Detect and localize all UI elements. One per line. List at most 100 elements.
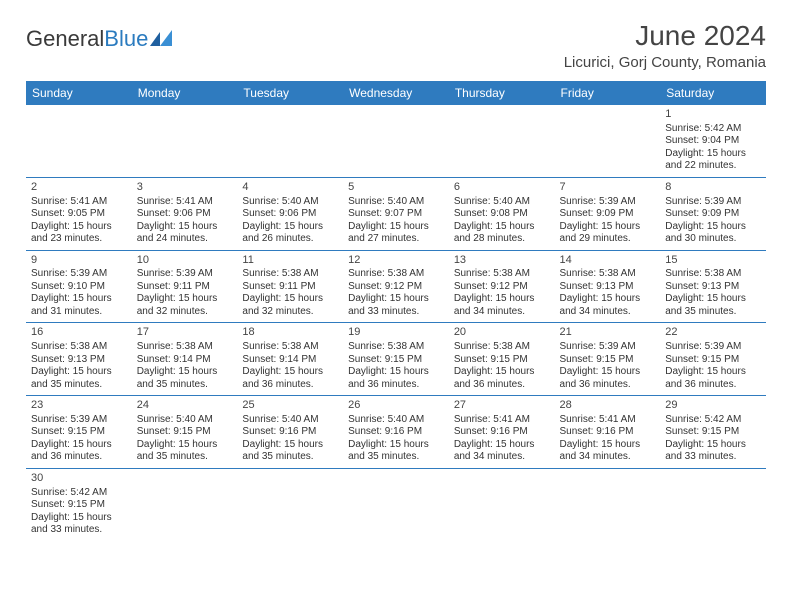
day-number: 22	[665, 326, 761, 340]
sunset-text: Sunset: 9:12 PM	[454, 281, 550, 294]
sunrise-text: Sunrise: 5:39 AM	[665, 341, 761, 354]
day-number: 20	[454, 326, 550, 340]
sunset-text: Sunset: 9:15 PM	[31, 499, 127, 512]
calendar-cell: 6Sunrise: 5:40 AMSunset: 9:08 PMDaylight…	[449, 177, 555, 250]
daylight-text: Daylight: 15 hours and 34 minutes.	[454, 293, 550, 318]
calendar-cell: 12Sunrise: 5:38 AMSunset: 9:12 PMDayligh…	[343, 250, 449, 323]
day-number: 5	[348, 181, 444, 195]
sunrise-text: Sunrise: 5:40 AM	[454, 196, 550, 209]
day-number: 27	[454, 399, 550, 413]
daylight-text: Daylight: 15 hours and 35 minutes.	[137, 366, 233, 391]
sunrise-text: Sunrise: 5:38 AM	[242, 268, 338, 281]
sunset-text: Sunset: 9:16 PM	[454, 426, 550, 439]
day-number: 14	[560, 254, 656, 268]
sunrise-text: Sunrise: 5:38 AM	[348, 268, 444, 281]
daylight-text: Daylight: 15 hours and 35 minutes.	[665, 293, 761, 318]
sunrise-text: Sunrise: 5:39 AM	[560, 341, 656, 354]
sunset-text: Sunset: 9:11 PM	[137, 281, 233, 294]
calendar-cell	[237, 468, 343, 540]
calendar-cell	[449, 468, 555, 540]
daylight-text: Daylight: 15 hours and 36 minutes.	[560, 366, 656, 391]
sunset-text: Sunset: 9:13 PM	[560, 281, 656, 294]
day-number: 6	[454, 181, 550, 195]
sunrise-text: Sunrise: 5:41 AM	[137, 196, 233, 209]
sunrise-text: Sunrise: 5:38 AM	[31, 341, 127, 354]
daylight-text: Daylight: 15 hours and 32 minutes.	[137, 293, 233, 318]
calendar-cell: 26Sunrise: 5:40 AMSunset: 9:16 PMDayligh…	[343, 396, 449, 469]
sunrise-text: Sunrise: 5:42 AM	[665, 414, 761, 427]
weekday-header: Thursday	[449, 81, 555, 105]
logo-flag-icon	[150, 30, 174, 46]
daylight-text: Daylight: 15 hours and 27 minutes.	[348, 221, 444, 246]
sunrise-text: Sunrise: 5:38 AM	[137, 341, 233, 354]
sunset-text: Sunset: 9:09 PM	[560, 208, 656, 221]
calendar-cell	[449, 105, 555, 177]
sunrise-text: Sunrise: 5:38 AM	[454, 268, 550, 281]
daylight-text: Daylight: 15 hours and 33 minutes.	[665, 439, 761, 464]
calendar-cell	[343, 105, 449, 177]
daylight-text: Daylight: 15 hours and 31 minutes.	[31, 293, 127, 318]
calendar-head: SundayMondayTuesdayWednesdayThursdayFrid…	[26, 81, 766, 105]
calendar-cell: 9Sunrise: 5:39 AMSunset: 9:10 PMDaylight…	[26, 250, 132, 323]
calendar-table: SundayMondayTuesdayWednesdayThursdayFrid…	[26, 81, 766, 541]
logo-text: GeneralBlue	[26, 26, 148, 52]
sunset-text: Sunset: 9:15 PM	[137, 426, 233, 439]
sunset-text: Sunset: 9:12 PM	[348, 281, 444, 294]
calendar-cell: 16Sunrise: 5:38 AMSunset: 9:13 PMDayligh…	[26, 323, 132, 396]
calendar-cell: 17Sunrise: 5:38 AMSunset: 9:14 PMDayligh…	[132, 323, 238, 396]
sunrise-text: Sunrise: 5:42 AM	[665, 123, 761, 136]
weekday-header: Tuesday	[237, 81, 343, 105]
day-number: 3	[137, 181, 233, 195]
sunrise-text: Sunrise: 5:42 AM	[31, 487, 127, 500]
sunrise-text: Sunrise: 5:41 AM	[31, 196, 127, 209]
sunrise-text: Sunrise: 5:38 AM	[560, 268, 656, 281]
daylight-text: Daylight: 15 hours and 30 minutes.	[665, 221, 761, 246]
sunset-text: Sunset: 9:08 PM	[454, 208, 550, 221]
day-number: 9	[31, 254, 127, 268]
daylight-text: Daylight: 15 hours and 35 minutes.	[242, 439, 338, 464]
calendar-cell	[237, 105, 343, 177]
day-number: 13	[454, 254, 550, 268]
daylight-text: Daylight: 15 hours and 28 minutes.	[454, 221, 550, 246]
calendar-body: 1Sunrise: 5:42 AMSunset: 9:04 PMDaylight…	[26, 105, 766, 541]
day-number: 28	[560, 399, 656, 413]
calendar-cell: 5Sunrise: 5:40 AMSunset: 9:07 PMDaylight…	[343, 177, 449, 250]
sunset-text: Sunset: 9:15 PM	[348, 354, 444, 367]
calendar-cell: 30Sunrise: 5:42 AMSunset: 9:15 PMDayligh…	[26, 468, 132, 540]
daylight-text: Daylight: 15 hours and 34 minutes.	[560, 439, 656, 464]
daylight-text: Daylight: 15 hours and 26 minutes.	[242, 221, 338, 246]
month-title: June 2024	[564, 20, 766, 52]
weekday-header: Saturday	[660, 81, 766, 105]
sunset-text: Sunset: 9:13 PM	[31, 354, 127, 367]
calendar-cell: 2Sunrise: 5:41 AMSunset: 9:05 PMDaylight…	[26, 177, 132, 250]
day-number: 29	[665, 399, 761, 413]
calendar-cell: 18Sunrise: 5:38 AMSunset: 9:14 PMDayligh…	[237, 323, 343, 396]
sunset-text: Sunset: 9:14 PM	[137, 354, 233, 367]
day-number: 26	[348, 399, 444, 413]
calendar-cell: 10Sunrise: 5:39 AMSunset: 9:11 PMDayligh…	[132, 250, 238, 323]
sunrise-text: Sunrise: 5:40 AM	[137, 414, 233, 427]
calendar-cell	[660, 468, 766, 540]
weekday-header: Monday	[132, 81, 238, 105]
calendar-cell	[555, 105, 661, 177]
calendar-cell: 23Sunrise: 5:39 AMSunset: 9:15 PMDayligh…	[26, 396, 132, 469]
calendar-cell: 3Sunrise: 5:41 AMSunset: 9:06 PMDaylight…	[132, 177, 238, 250]
daylight-text: Daylight: 15 hours and 36 minutes.	[348, 366, 444, 391]
sunrise-text: Sunrise: 5:40 AM	[242, 414, 338, 427]
calendar-cell	[26, 105, 132, 177]
sunrise-text: Sunrise: 5:39 AM	[137, 268, 233, 281]
sunrise-text: Sunrise: 5:39 AM	[665, 196, 761, 209]
sunset-text: Sunset: 9:04 PM	[665, 135, 761, 148]
day-number: 23	[31, 399, 127, 413]
sunset-text: Sunset: 9:06 PM	[242, 208, 338, 221]
day-number: 2	[31, 181, 127, 195]
logo-text-blue: Blue	[104, 26, 148, 51]
daylight-text: Daylight: 15 hours and 24 minutes.	[137, 221, 233, 246]
daylight-text: Daylight: 15 hours and 36 minutes.	[665, 366, 761, 391]
calendar-cell: 25Sunrise: 5:40 AMSunset: 9:16 PMDayligh…	[237, 396, 343, 469]
daylight-text: Daylight: 15 hours and 29 minutes.	[560, 221, 656, 246]
calendar-cell: 19Sunrise: 5:38 AMSunset: 9:15 PMDayligh…	[343, 323, 449, 396]
calendar-cell	[343, 468, 449, 540]
daylight-text: Daylight: 15 hours and 34 minutes.	[454, 439, 550, 464]
calendar-cell: 11Sunrise: 5:38 AMSunset: 9:11 PMDayligh…	[237, 250, 343, 323]
